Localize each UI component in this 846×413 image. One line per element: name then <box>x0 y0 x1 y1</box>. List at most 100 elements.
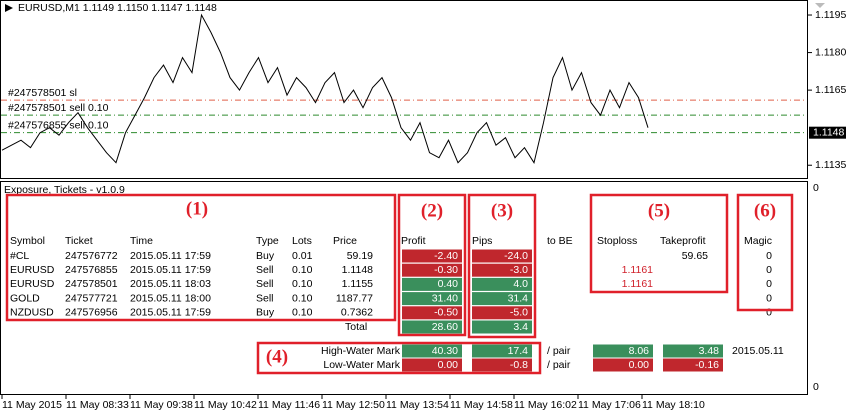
value-cell-text: -0.16 <box>695 359 719 371</box>
magic: 0 <box>766 292 772 304</box>
order-label: #247576855 sell 0.10 <box>8 119 109 131</box>
price: 1.1155 <box>342 278 373 290</box>
value-cell <box>402 249 462 263</box>
lots: 0.10 <box>292 278 313 290</box>
value-cell-text: -2.40 <box>434 250 458 262</box>
mark-label: High-Water Mark <box>321 345 401 357</box>
panel-axis-bottom: 0 <box>813 381 819 393</box>
panel-axis-top: 0 <box>813 182 819 194</box>
column-header: Symbol <box>10 235 45 247</box>
value-cell-text: 40.30 <box>432 345 458 357</box>
time-label: 11 May 17:06 <box>578 399 641 411</box>
y-tick-label: 1.1195 <box>815 9 846 21</box>
time-label: 11 May 08:33 <box>66 399 129 411</box>
chart-header: EURUSD,M1 1.1149 1.1150 1.1147 1.1148 <box>18 2 217 14</box>
price: 1187.77 <box>336 292 373 304</box>
symbol: EURUSD <box>10 264 55 276</box>
time-label: 11 May 13:54 <box>386 399 449 411</box>
value-cell <box>472 344 532 358</box>
ticket: 247576956 <box>65 307 118 319</box>
price-pane <box>0 0 808 179</box>
value-cell <box>593 358 653 372</box>
time-label: 11 May 09:38 <box>130 399 193 411</box>
ticket: 247578501 <box>65 278 118 290</box>
column-header: Type <box>256 235 279 247</box>
value-cell <box>402 306 462 320</box>
time-label: 11 May 18:10 <box>642 399 705 411</box>
value-cell <box>402 320 462 334</box>
value-cell-text: -3.0 <box>510 264 528 276</box>
value-cell-text: 31.40 <box>432 292 458 304</box>
stoploss: 1.1161 <box>622 264 653 276</box>
column-header: Takeprofit <box>660 235 706 247</box>
time-label: 11 May 11:46 <box>258 399 320 411</box>
panel-title: Exposure, Tickets - v1.0.9 <box>4 184 125 196</box>
value-cell <box>472 320 532 334</box>
magic: 0 <box>766 307 772 319</box>
annotation-box <box>256 341 542 375</box>
annotation-label: (4) <box>266 346 288 367</box>
value-cell-text: 3.48 <box>699 345 720 357</box>
magic: 0 <box>766 264 772 276</box>
column-header: Ticket <box>65 235 93 247</box>
value-cell <box>402 344 462 358</box>
time: 2015.05.11 17:59 <box>130 250 211 262</box>
time-label: 11 May 2015 <box>2 399 62 411</box>
value-cell <box>472 249 532 263</box>
y-tick-label: 1.1180 <box>815 46 846 58</box>
value-cell <box>663 358 723 372</box>
lots: 0.01 <box>292 250 313 262</box>
time-label: 11 May 12:50 <box>322 399 385 411</box>
type: Buy <box>256 250 275 262</box>
column-header: Profit <box>401 235 426 247</box>
ticket: 247576772 <box>65 250 118 262</box>
annotation-label: (3) <box>491 200 513 221</box>
value-cell-text: -0.8 <box>510 359 528 371</box>
column-header: Lots <box>292 235 312 247</box>
annotation-label: (1) <box>186 198 208 219</box>
annotation-box <box>589 193 729 294</box>
time: 2015.05.11 18:00 <box>130 292 211 304</box>
symbol: EURUSD <box>10 278 55 290</box>
value-cell-text: 28.60 <box>432 321 458 333</box>
value-cell-text: -0.50 <box>434 307 458 319</box>
column-header: to BE <box>547 235 573 247</box>
value-cell <box>472 292 532 306</box>
total-label: Total <box>345 321 367 333</box>
value-cell <box>472 306 532 320</box>
value-cell <box>472 263 532 277</box>
y-tick-label: 1.1165 <box>815 84 846 96</box>
current-price: 1.1148 <box>813 126 844 138</box>
annotation-label: (6) <box>754 200 776 221</box>
mark-label: Low-Water Mark <box>323 359 400 371</box>
column-header: Pips <box>472 235 492 247</box>
type: Buy <box>256 307 275 319</box>
time-label: 11 May 14:58 <box>450 399 513 411</box>
annotation-box <box>397 193 467 337</box>
value-cell <box>402 263 462 277</box>
takeprofit: 59.65 <box>682 250 708 262</box>
value-cell <box>472 277 532 291</box>
price: 59.19 <box>347 250 373 262</box>
order-label: #247578501 sl <box>8 87 77 99</box>
type: Sell <box>256 264 274 276</box>
symbol: #CL <box>10 250 29 262</box>
annotation-label: (2) <box>421 200 443 221</box>
ticket: 247577721 <box>65 292 118 304</box>
time-label: 11 May 16:02 <box>514 399 577 411</box>
value-cell-text: 17.4 <box>508 345 529 357</box>
time: 2015.05.11 17:59 <box>130 307 211 319</box>
type: Sell <box>256 292 274 304</box>
order-label: #247578501 sell 0.10 <box>8 102 109 114</box>
value-cell-text: 31.4 <box>508 292 529 304</box>
value-cell-text: 0.00 <box>629 359 650 371</box>
column-header: Stoploss <box>597 235 637 247</box>
value-cell <box>593 344 653 358</box>
per-pair: / pair <box>547 359 571 371</box>
value-cell-text: 8.06 <box>629 345 650 357</box>
value-cell <box>402 358 462 372</box>
price: 1.1148 <box>342 264 373 276</box>
value-cell-text: 0.00 <box>438 359 459 371</box>
